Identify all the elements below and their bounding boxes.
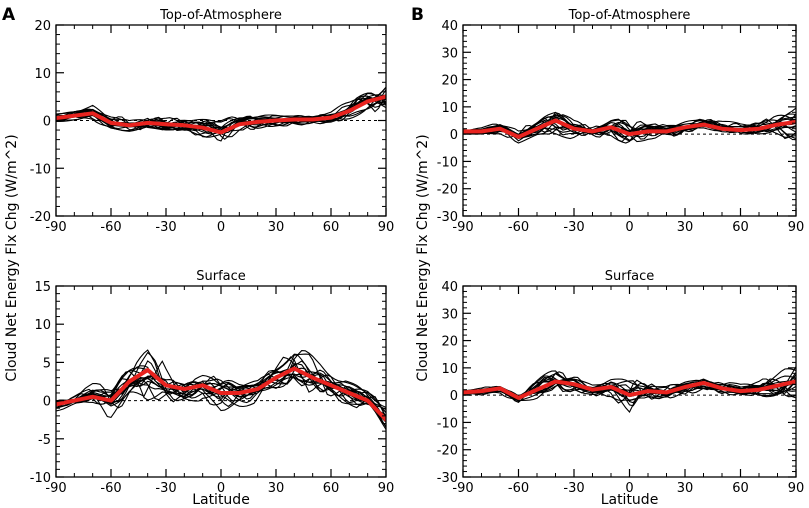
chart-A-toa: Top-of-Atmosphere -90 -60 -30 0 30 60 90 -20 -10 0… (30, 8, 395, 235)
y-axis-label-a: Cloud Net Energy Flx Chg (W/m^2) (4, 134, 20, 381)
y-tick-label: -10 (30, 471, 51, 486)
x-tick-label: -30 (155, 220, 176, 235)
y-tick-label: -5 (38, 433, 51, 448)
x-tick-label: 30 (677, 220, 694, 235)
y-tick-label: 5 (43, 356, 51, 371)
x-tick-label: 0 (625, 481, 633, 496)
y-tick-label: 20 (34, 19, 51, 34)
y-tick-label: 40 (441, 280, 458, 295)
panel-letter-b: B (411, 5, 424, 25)
y-tick-label: -20 (437, 183, 458, 198)
y-tick-label: -10 (437, 155, 458, 170)
x-tick-label: -90 (452, 220, 473, 235)
ensemble-mean-line (463, 118, 796, 139)
y-tick-label: -30 (437, 210, 458, 225)
plot-area (56, 349, 386, 430)
y-tick-label: 40 (441, 19, 458, 34)
model-line (56, 350, 386, 412)
y-tick-label: 10 (34, 67, 51, 82)
y-tick-label: -30 (437, 471, 458, 486)
charts: Top-of-Atmosphere -90 -60 -30 0 30 60 90 -20 -10 0… (30, 8, 805, 508)
chart-B-sfc: Surface -90 -60 -30 0 30 60 90 -30 -20 -10 0 10 20 30 4… (437, 269, 805, 508)
y-tick-label: 20 (441, 74, 458, 89)
x-tick-label: -90 (45, 481, 66, 496)
x-tick-label: -30 (155, 481, 176, 496)
plot-area (463, 107, 796, 144)
model-line (463, 368, 796, 404)
y-tick-label: -20 (30, 210, 51, 225)
x-tick-label: 30 (268, 220, 285, 235)
x-tick-label: -30 (563, 220, 584, 235)
y-tick-label: 0 (450, 128, 458, 143)
y-tick-label: -20 (437, 444, 458, 459)
x-tick-label: -60 (100, 220, 121, 235)
model-line (56, 92, 386, 142)
y-tick-label: 30 (441, 46, 458, 61)
chart-title: Surface (196, 269, 246, 284)
y-tick-label: 0 (43, 395, 51, 410)
plot-area (463, 366, 796, 413)
y-tick-label: 10 (441, 101, 458, 116)
x-tick-label: -90 (452, 481, 473, 496)
chart-A-sfc: Surface -90 -60 -30 0 30 60 90 -10 -5 0 5 10 15 Latitu… (30, 269, 395, 508)
chart-title: Surface (605, 269, 655, 284)
y-tick-label: 10 (34, 318, 51, 333)
model-line (56, 349, 386, 419)
x-tick-label: 30 (268, 481, 285, 496)
chart-title: Top-of-Atmosphere (159, 8, 282, 23)
y-tick-label: 0 (43, 115, 51, 130)
chart-B-toa: Top-of-Atmosphere -90 -60 -30 0 30 60 90 -30 -20 -… (437, 8, 805, 235)
x-axis-label: Latitude (601, 492, 659, 508)
x-tick-label: 90 (378, 481, 395, 496)
y-tick-label: 30 (441, 307, 458, 322)
y-tick-label: 20 (441, 335, 458, 350)
ensemble-mean-line (463, 379, 796, 400)
panel-letter-a: A (2, 5, 16, 25)
chart-title: Top-of-Atmosphere (568, 8, 691, 23)
x-tick-label: 0 (625, 220, 633, 235)
x-tick-label: 30 (677, 481, 694, 496)
x-tick-label: -90 (45, 220, 66, 235)
x-tick-label: 90 (788, 220, 805, 235)
y-tick-label: -10 (30, 162, 51, 177)
x-axis-label: Latitude (192, 492, 250, 508)
x-tick-label: 60 (732, 481, 749, 496)
plot-area (56, 86, 386, 142)
plot-frame (55, 285, 387, 478)
plot-frame (462, 24, 797, 217)
model-line (56, 354, 386, 422)
model-line (56, 95, 386, 132)
x-tick-label: -60 (508, 220, 529, 235)
model-line (56, 367, 386, 413)
x-tick-label: -30 (563, 481, 584, 496)
x-tick-label: 90 (788, 481, 805, 496)
y-tick-label: 0 (450, 389, 458, 404)
ensemble-mean-line (56, 94, 386, 135)
model-line (56, 353, 386, 423)
x-tick-label: -60 (100, 481, 121, 496)
x-tick-label: 90 (378, 220, 395, 235)
x-tick-label: 60 (732, 220, 749, 235)
x-tick-label: 0 (217, 220, 225, 235)
ensemble-mean-line (56, 366, 386, 422)
x-tick-label: 60 (323, 220, 340, 235)
y-tick-label: 15 (34, 280, 51, 295)
y-tick-label: -10 (437, 416, 458, 431)
x-tick-label: 0 (217, 481, 225, 496)
model-line (56, 356, 386, 427)
y-tick-label: 10 (441, 362, 458, 377)
x-tick-label: -60 (508, 481, 529, 496)
model-line (56, 365, 386, 430)
y-axis-label-b: Cloud Net Energy Flx Chg (W/m^2) (415, 134, 431, 381)
x-tick-label: 60 (323, 481, 340, 496)
